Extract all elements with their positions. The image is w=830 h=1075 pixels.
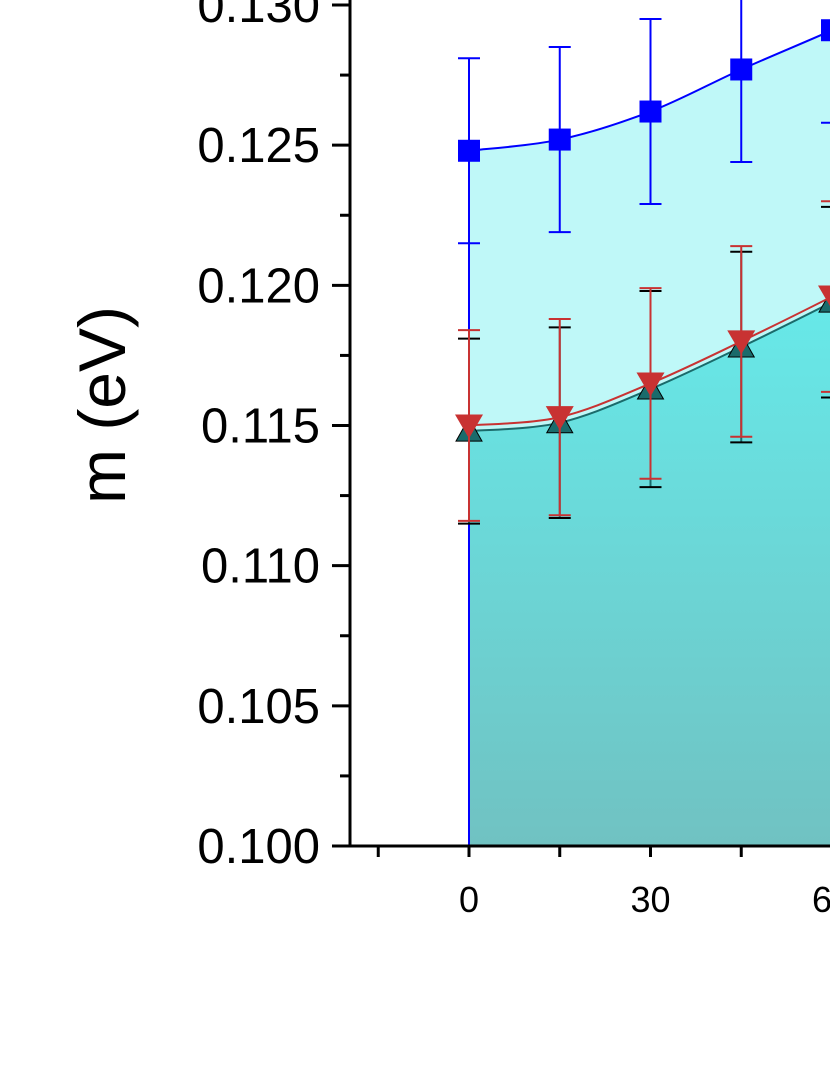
triangle-down-marker <box>636 372 665 397</box>
square-marker <box>458 139 480 162</box>
square-marker <box>639 100 662 123</box>
y-axis-title: m (eV) <box>65 306 139 504</box>
triangle-down-marker <box>455 414 483 439</box>
triangle-down-marker <box>818 285 830 307</box>
y-tick-label: 0.100 <box>197 820 320 874</box>
y-tick-label: 0.115 <box>201 400 320 454</box>
series-triangle-down <box>455 200 830 522</box>
axes: 0.100 0.105 0.110 0.115 0.120 0.125 0.130 0 30 60 <box>197 0 830 920</box>
square-marker <box>548 128 571 151</box>
y-tick-label: 0.130 <box>197 0 320 33</box>
triangle-down-marker <box>545 406 574 431</box>
x-tick-label: 60 <box>812 879 830 920</box>
x-tick-label: 30 <box>630 879 670 920</box>
x-tick-label: 0 <box>459 879 479 920</box>
series-square <box>458 0 830 245</box>
series-layer <box>455 0 830 525</box>
y-tick-label: 0.125 <box>197 119 320 173</box>
y-tick-label: 0.110 <box>201 540 320 594</box>
triangle-down-marker <box>727 330 756 355</box>
square-marker <box>730 58 753 81</box>
y-tick-label: 0.105 <box>197 680 320 734</box>
square-marker <box>821 19 830 42</box>
y-tick-label: 0.120 <box>197 259 320 313</box>
